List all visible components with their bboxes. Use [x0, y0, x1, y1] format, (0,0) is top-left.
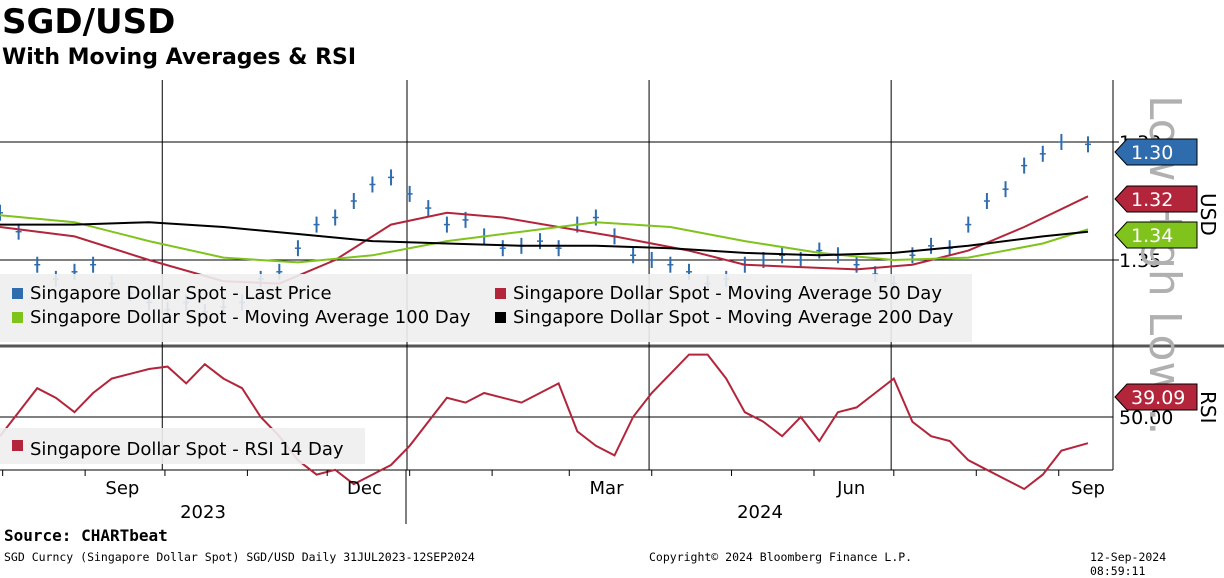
rsi-line — [0, 353, 1089, 491]
legend-label: Singapore Dollar Spot - RSI 14 Day — [30, 439, 344, 460]
chart-title: SGD/USD — [2, 2, 176, 42]
price-legend-box — [0, 274, 972, 342]
x-month-label: Mar — [590, 478, 625, 499]
footer-ticker: SGD Curncy (Singapore Dollar Spot) SGD/U… — [4, 550, 475, 564]
ma50-flag — [1114, 185, 1198, 213]
x-year-label: 2023 — [180, 502, 226, 523]
legend-label: Singapore Dollar Spot - Moving Average 2… — [513, 307, 954, 328]
x-month-label: Dec — [347, 478, 382, 499]
legend-swatch — [495, 288, 506, 299]
footer-copyright: Copyright© 2024 Bloomberg Finance L.P. — [649, 550, 913, 564]
rsi-flag — [1114, 383, 1198, 411]
ma100-flag-label: 1.34 — [1131, 225, 1173, 247]
x-month-label: Sep — [105, 478, 139, 499]
rsi-flag-label: 39.09 — [1131, 387, 1185, 409]
rsi-legend-box — [0, 428, 365, 464]
source-label: Source: CHARTbeat — [4, 526, 168, 545]
ma-line-2 — [0, 214, 1089, 264]
legend-label: Singapore Dollar Spot - Moving Average 1… — [30, 307, 471, 328]
chart-subtitle: With Moving Averages & RSI — [2, 45, 357, 70]
x-year-label: 2024 — [737, 502, 783, 523]
legend-swatch — [12, 288, 23, 299]
price-tick-label: 1.35 — [1119, 250, 1161, 272]
ma50-flag-label: 1.32 — [1131, 189, 1173, 211]
legend-swatch — [495, 312, 506, 323]
legend-label: Singapore Dollar Spot - Last Price — [30, 283, 332, 304]
ma100-flag — [1114, 221, 1198, 249]
rsi-axis-title: RSI — [1196, 391, 1220, 424]
legend-swatch — [12, 312, 23, 323]
ma-line-1 — [0, 195, 1089, 285]
ma-line-3 — [0, 221, 1089, 257]
legend-swatch — [12, 440, 23, 451]
footer-timestamp: 12-Sep-2024 08:59:11 — [1090, 550, 1167, 578]
rsi-tick-label: 50.00 — [1119, 407, 1173, 429]
legend-label: Singapore Dollar Spot - Moving Average 5… — [513, 283, 942, 304]
x-month-label: Sep — [1071, 478, 1105, 499]
last-price-flag-label: 1.30 — [1131, 142, 1173, 164]
last-price-flag — [1114, 138, 1198, 166]
x-month-label: Jun — [836, 478, 865, 499]
price-axis-title: USD — [1196, 193, 1220, 236]
